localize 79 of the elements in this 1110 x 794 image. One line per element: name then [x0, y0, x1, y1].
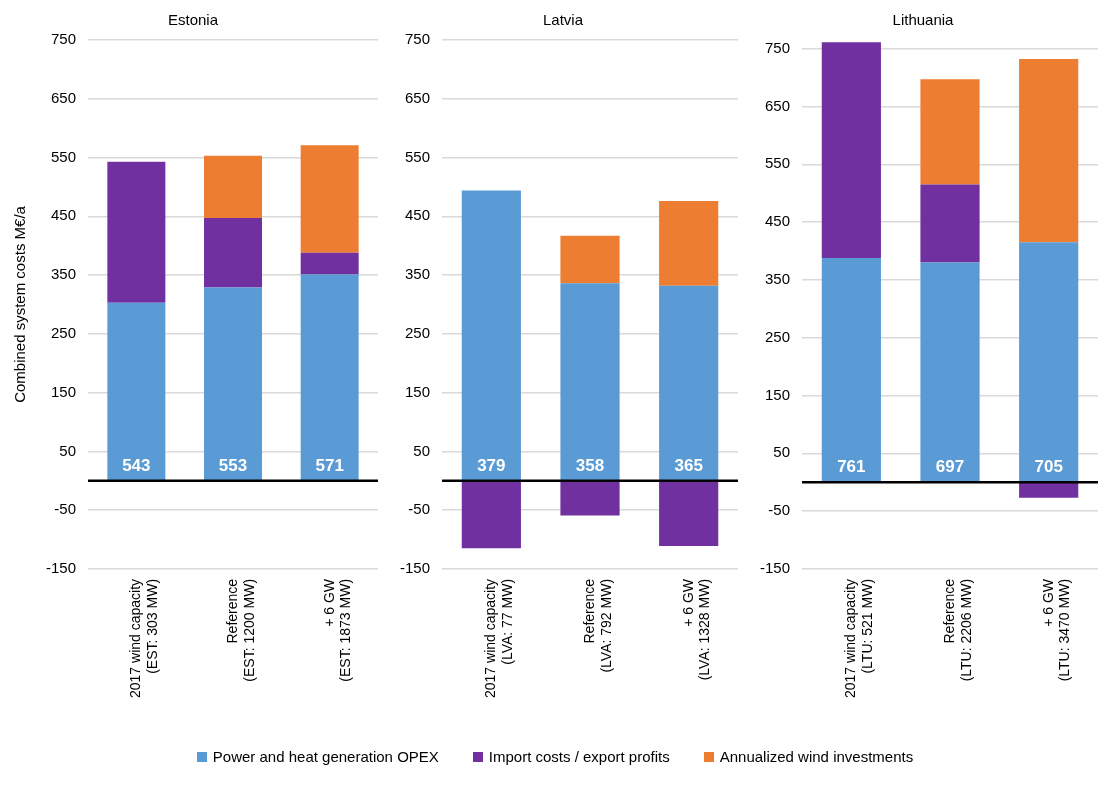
- y-axis-title: Combined system costs M€/a: [11, 205, 29, 403]
- total-label: 697: [935, 457, 965, 477]
- bar: [821, 42, 881, 258]
- y-tick-label: 150: [50, 382, 77, 400]
- y-tick-label: 350: [404, 265, 431, 283]
- total-label: 705: [1034, 457, 1063, 477]
- bar: [1019, 242, 1079, 483]
- bar: [461, 480, 521, 549]
- x-tick-label: 2017 wind capacity (LVA: 77 MW): [482, 578, 516, 698]
- bar: [659, 201, 719, 286]
- y-tick-label: 50: [59, 441, 77, 459]
- y-tick-label: -50: [408, 500, 431, 518]
- x-tick-label: + 6 GW (LTU: 3470 MW): [1039, 578, 1073, 682]
- y-tick-label: -50: [54, 500, 77, 518]
- y-tick-label: 550: [404, 147, 431, 165]
- y-tick-label: 650: [764, 96, 791, 114]
- total-label: 379: [477, 455, 506, 475]
- bar: [659, 480, 719, 547]
- y-tick-label: 550: [764, 154, 791, 172]
- y-tick-label: -50: [768, 501, 791, 519]
- total-label: 761: [837, 457, 866, 477]
- x-tick-label: Reference (EST: 1200 MW): [223, 578, 257, 682]
- y-tick-label: 650: [404, 88, 431, 106]
- bar: [560, 480, 620, 516]
- y-tick-label: 250: [404, 323, 431, 341]
- total-label: 543: [122, 455, 151, 475]
- total-label: 553: [218, 455, 248, 475]
- bar: [300, 252, 359, 275]
- y-tick-label: 150: [764, 385, 791, 403]
- bar: [920, 79, 980, 185]
- y-tick-label: -150: [759, 559, 791, 577]
- bar: [1019, 482, 1079, 498]
- bar: [204, 155, 263, 219]
- y-tick-label: 50: [413, 441, 431, 459]
- y-tick-label: 250: [50, 323, 77, 341]
- y-tick-label: 750: [764, 38, 791, 56]
- y-tick-label: 250: [764, 327, 791, 345]
- x-tick-label: Reference (LTU: 2206 MW): [940, 578, 974, 682]
- chart-title: Latvia: [542, 11, 584, 29]
- y-tick-label: 450: [404, 206, 431, 224]
- y-tick-label: 750: [404, 30, 431, 48]
- bar: [300, 145, 359, 253]
- y-tick-label: 150: [404, 382, 431, 400]
- legend-label: Import costs / export profits: [488, 748, 670, 765]
- legend-label: Power and heat generation OPEX: [212, 748, 439, 765]
- y-tick-label: 50: [773, 443, 791, 461]
- y-tick-label: -150: [399, 559, 431, 577]
- x-tick-label: 2017 wind capacity (EST: 303 MW): [127, 578, 161, 698]
- bar: [920, 262, 980, 483]
- y-tick-label: 350: [764, 270, 791, 288]
- total-label: 358: [575, 455, 605, 475]
- bar: [461, 190, 521, 481]
- legend-label: Annualized wind investments: [719, 748, 914, 765]
- bar: [560, 283, 620, 481]
- bar: [659, 285, 719, 481]
- y-tick-label: -150: [45, 559, 77, 577]
- chart-title: Lithuania: [892, 11, 955, 29]
- x-tick-label: Reference (LVA: 792 MW): [580, 578, 614, 673]
- total-label: 365: [674, 455, 703, 475]
- y-tick-label: 750: [50, 30, 77, 48]
- y-tick-label: 450: [764, 212, 791, 230]
- y-tick-label: 550: [50, 147, 77, 165]
- bar: [300, 274, 359, 481]
- bar: [560, 235, 620, 284]
- x-tick-label: 2017 wind capacity (LTU: 521 MW): [842, 578, 876, 698]
- x-tick-label: + 6 GW (LVA: 1328 MW): [679, 578, 713, 681]
- y-tick-label: 350: [50, 265, 77, 283]
- bar: [107, 161, 166, 303]
- bar: [107, 302, 166, 481]
- y-tick-label: 650: [50, 88, 77, 106]
- total-label: 571: [315, 455, 344, 475]
- x-tick-label: + 6 GW (EST: 1873 MW): [320, 578, 354, 682]
- chart-title: Estonia: [167, 11, 219, 29]
- bar: [204, 218, 263, 288]
- bar: [821, 257, 881, 483]
- bar: [204, 287, 263, 481]
- bar: [1019, 59, 1079, 243]
- y-tick-label: 450: [50, 206, 77, 224]
- bar: [920, 184, 980, 263]
